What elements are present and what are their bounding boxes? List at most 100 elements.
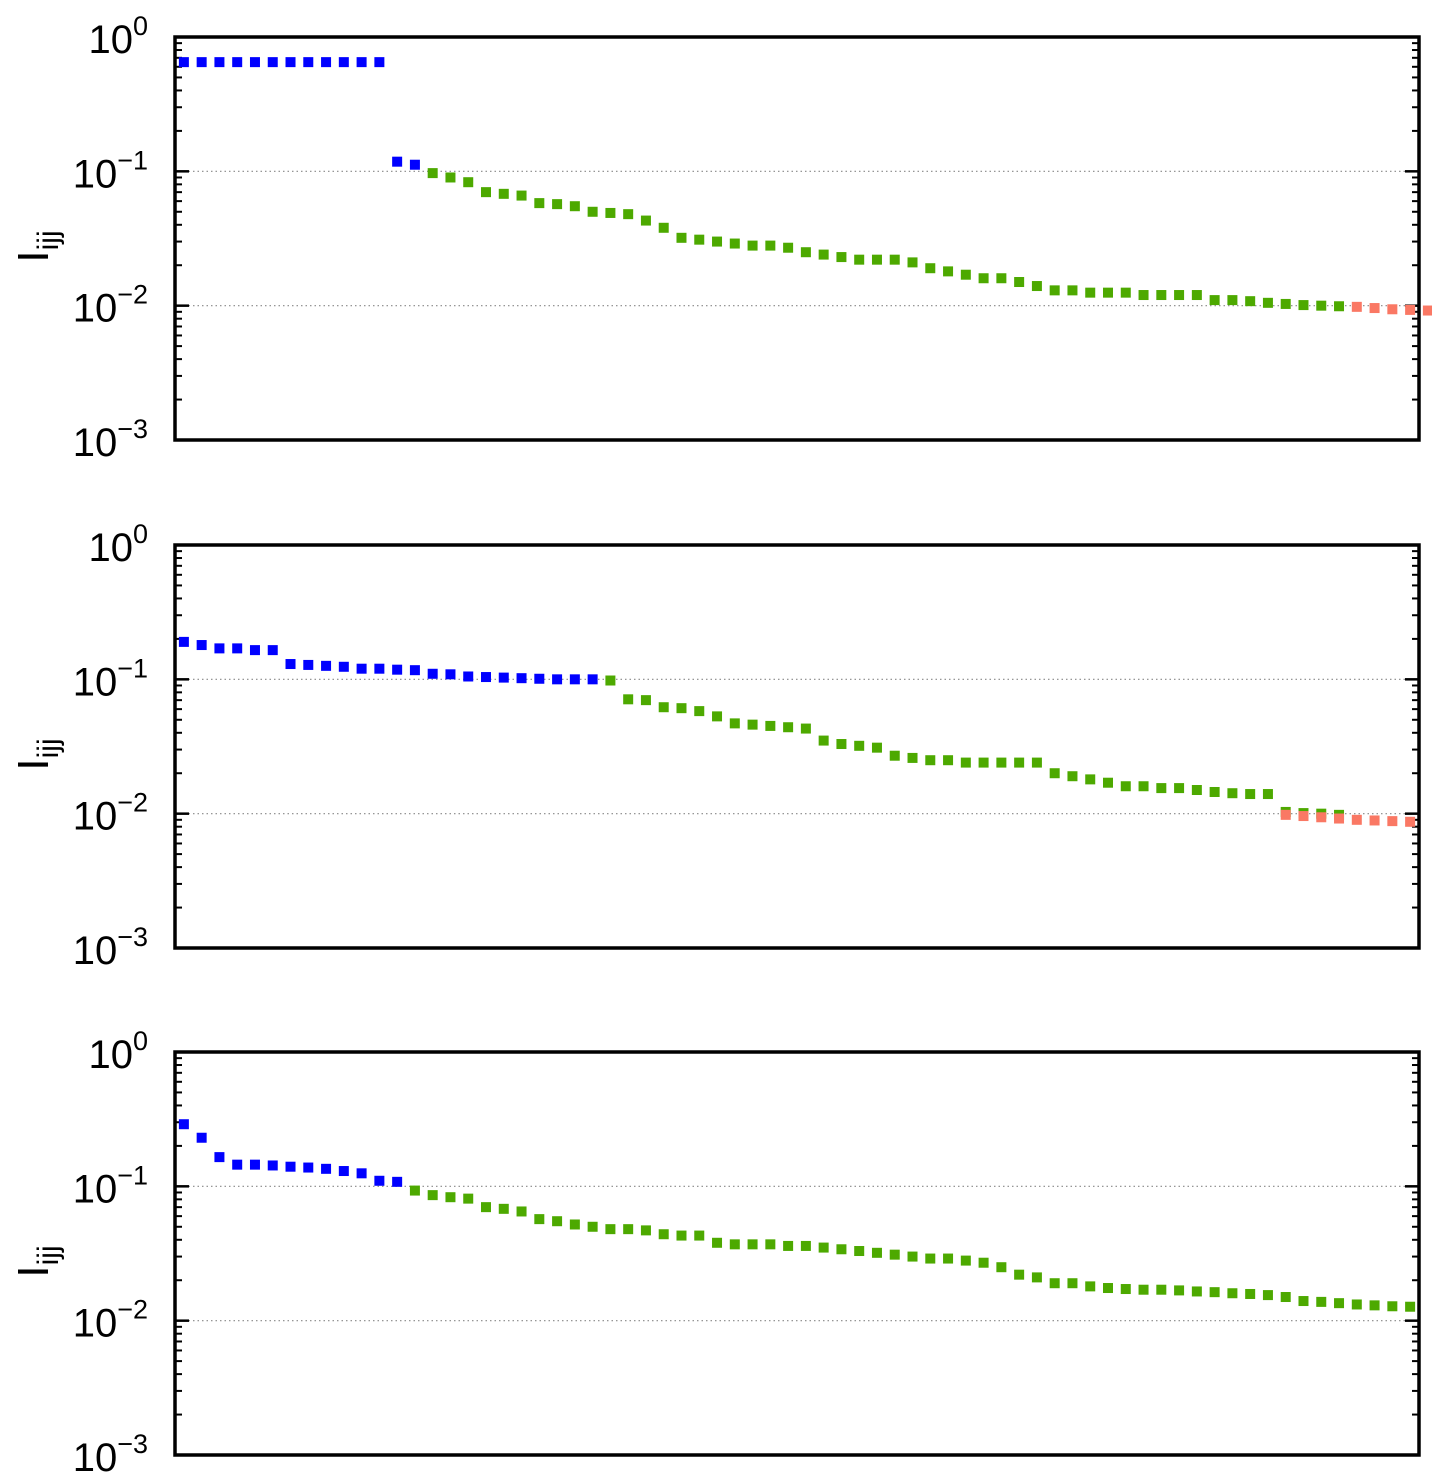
data-point	[871, 1247, 882, 1258]
data-point	[747, 719, 758, 730]
data-point	[712, 711, 723, 722]
data-point	[694, 1230, 705, 1241]
data-point	[818, 249, 829, 260]
data-point	[1387, 816, 1398, 827]
y-tick-exponent: −2	[117, 1295, 148, 1325]
data-point	[427, 1190, 438, 1201]
y-axis-label-sub: ijj	[32, 1245, 65, 1265]
y-tick-exponent: 0	[133, 519, 148, 549]
data-point	[783, 722, 794, 733]
data-point	[1191, 785, 1202, 796]
data-point	[658, 1229, 669, 1240]
data-point	[658, 702, 669, 713]
data-point	[214, 1152, 225, 1163]
data-point	[1031, 757, 1042, 768]
data-point	[1405, 304, 1416, 315]
data-point	[516, 1206, 527, 1217]
data-point	[1031, 281, 1042, 292]
data-point	[694, 706, 705, 717]
data-point	[1227, 1288, 1238, 1299]
data-point	[1085, 1281, 1096, 1292]
data-point	[481, 1202, 491, 1213]
y-axis-label-main: I	[9, 758, 58, 770]
data-point	[178, 1119, 189, 1130]
plot-frame	[173, 543, 1421, 950]
data-point	[534, 673, 545, 684]
data-point	[321, 57, 332, 68]
y-tick-label: 10−2	[73, 280, 148, 331]
data-point	[356, 663, 367, 674]
data-point	[854, 740, 865, 751]
data-point	[1103, 777, 1113, 788]
data-point	[481, 672, 491, 683]
data-point	[1245, 1288, 1256, 1299]
data-point	[1262, 789, 1273, 800]
y-tick-base: 10	[73, 795, 118, 839]
data-point	[1138, 781, 1149, 792]
y-tick-exponent: −1	[117, 145, 148, 175]
data-point	[996, 1262, 1007, 1273]
data-point	[605, 207, 616, 218]
data-point	[196, 1132, 207, 1143]
data-point	[854, 1246, 865, 1257]
data-point	[1103, 1283, 1113, 1294]
data-point	[1351, 1299, 1362, 1310]
data-point	[765, 240, 776, 251]
plot-frame	[173, 35, 1421, 442]
data-point	[623, 209, 634, 220]
data-point	[836, 252, 847, 263]
series-green	[427, 168, 1345, 312]
data-point	[445, 172, 456, 183]
data-point	[694, 234, 705, 245]
data-point	[409, 159, 420, 170]
data-point	[1138, 1284, 1149, 1295]
data-point	[1369, 815, 1380, 826]
y-tick-exponent: −3	[117, 922, 148, 952]
data-point	[1298, 1296, 1309, 1307]
data-point	[1298, 300, 1309, 311]
data-point	[783, 1240, 794, 1251]
data-point	[1351, 301, 1362, 312]
data-point	[1085, 287, 1096, 298]
data-point	[498, 1203, 509, 1214]
data-point	[765, 720, 776, 731]
data-point	[605, 1224, 616, 1235]
data-point	[516, 190, 527, 201]
data-point	[1369, 1300, 1380, 1311]
data-point	[676, 232, 687, 243]
data-point	[409, 1185, 420, 1196]
data-point	[1174, 290, 1185, 301]
y-tick-base: 10	[73, 929, 118, 973]
data-point	[1262, 1290, 1273, 1301]
data-point	[1227, 295, 1238, 306]
data-point	[1085, 774, 1096, 785]
data-point	[267, 57, 278, 68]
data-point	[1280, 298, 1291, 309]
data-point	[321, 1163, 332, 1174]
data-point	[1067, 285, 1078, 296]
data-point	[1067, 771, 1078, 782]
data-point	[623, 694, 634, 705]
data-point	[392, 156, 403, 167]
data-point	[498, 672, 509, 683]
data-point	[374, 663, 385, 674]
data-point	[1245, 296, 1256, 307]
data-point	[1387, 304, 1398, 315]
data-point	[1405, 1301, 1416, 1312]
data-point	[729, 1239, 740, 1250]
data-point	[925, 1253, 936, 1264]
data-point	[854, 254, 865, 265]
y-tick-label: 10−3	[73, 414, 148, 465]
data-point	[303, 659, 314, 670]
data-point	[427, 668, 438, 679]
data-point	[1245, 789, 1256, 800]
data-point	[836, 739, 847, 750]
data-point	[960, 757, 971, 768]
y-tick-label: 10−1	[73, 145, 148, 196]
data-point	[1209, 1287, 1220, 1298]
data-point	[676, 1230, 687, 1241]
data-point	[587, 206, 598, 217]
data-point	[676, 703, 687, 714]
y-tick-label: 100	[88, 1026, 148, 1077]
